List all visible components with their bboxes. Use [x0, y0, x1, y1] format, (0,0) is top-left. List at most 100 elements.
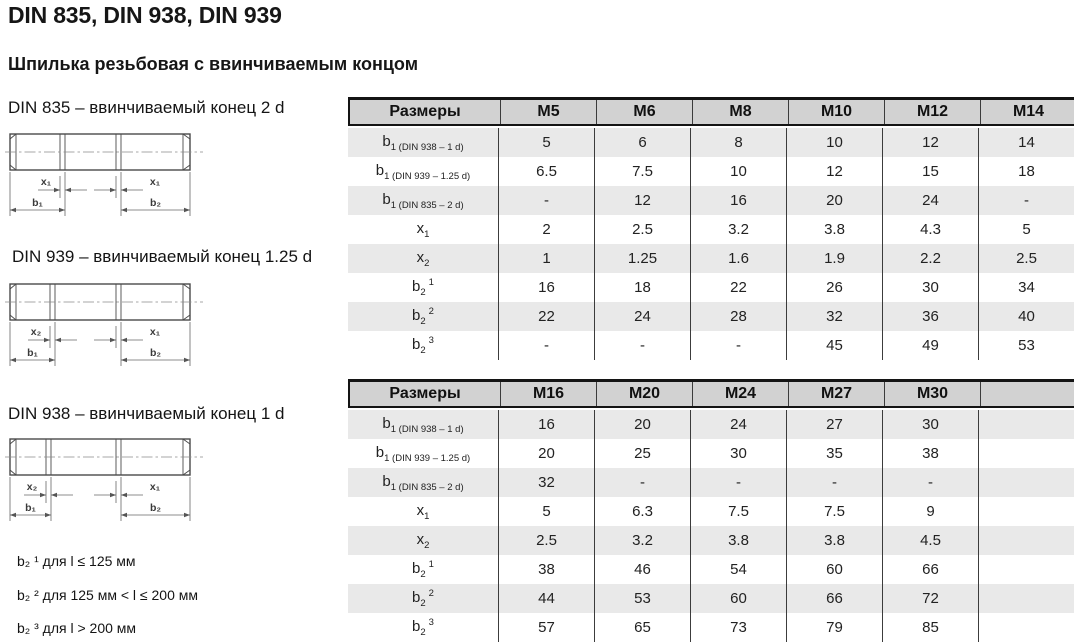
column-header: M20 [596, 382, 692, 406]
row-label-sub: 2 [420, 287, 426, 298]
cell-value: 79 [786, 613, 882, 642]
drawing-line [9, 469, 17, 476]
cell-value: 2.5 [498, 526, 594, 555]
cell-value: 1 [498, 244, 594, 273]
column-header: M14 [980, 100, 1074, 124]
cell-value: - [594, 331, 690, 360]
drawing-line [182, 469, 191, 476]
row-label-sup: 3 [428, 617, 434, 628]
row-label: x1 [348, 215, 498, 244]
row-label: x2 [348, 526, 498, 555]
cell-value: 30 [690, 439, 786, 468]
dimension-arrow [121, 492, 127, 498]
cell-value: 10 [786, 128, 882, 157]
cell-value: 12 [882, 128, 978, 157]
table-row: b23 57 65 73 79 85 [348, 613, 1074, 642]
cell-value: 53 [594, 584, 690, 613]
cell-value: 16 [690, 186, 786, 215]
column-header-sizes: Размеры [389, 385, 461, 402]
row-label-sub: 2 [420, 598, 426, 609]
column-header: M8 [692, 100, 788, 124]
cell-value [978, 468, 1074, 497]
row-label-sup: 2 [428, 306, 434, 317]
row-label-sub: 2 [424, 257, 430, 269]
row-label-base: b [375, 443, 385, 461]
row-label-base: b [412, 278, 421, 295]
dimension-label: x₁ [150, 176, 160, 188]
cell-value: 49 [882, 331, 978, 360]
cell-value: - [498, 186, 594, 215]
cell-value: 7.5 [594, 157, 690, 186]
cell-value: 40 [978, 302, 1074, 331]
cell-value: 65 [594, 613, 690, 642]
cell-value: 3.8 [786, 215, 882, 244]
dimension-arrow [110, 187, 116, 193]
dimension-arrow [44, 337, 50, 343]
table-row: b1 (DIN 835 – 2 d) -12 16 20 24- [348, 186, 1074, 215]
row-label-sub: 2 [424, 539, 430, 551]
row-label: b21 [348, 555, 498, 584]
row-label: b22 [348, 302, 498, 331]
cell-value: 24 [594, 302, 690, 331]
row-label-base: b [382, 414, 391, 432]
cell-value: 3.2 [594, 526, 690, 555]
cell-value: 3.2 [690, 215, 786, 244]
row-label-base: b [412, 618, 421, 635]
cell-value: 20 [786, 186, 882, 215]
dimension-arrow [184, 207, 190, 213]
cell-value: 60 [690, 584, 786, 613]
table-row: b1 (DIN 939 – 1.25 d) 20 25 30 35 38 [348, 439, 1074, 468]
row-label: b1 (DIN 939 – 1.25 d) [348, 157, 498, 186]
cell-value: 38 [498, 555, 594, 584]
cell-value: - [786, 468, 882, 497]
cell-value: 32 [786, 302, 882, 331]
dimension-arrow [49, 357, 55, 363]
table-header-row: Размеры M5 M6 M8 M10 M12 M14 [348, 97, 1074, 126]
dimension-arrow [45, 512, 51, 518]
cell-value: 3.8 [786, 526, 882, 555]
cell-value: 16 [498, 273, 594, 302]
footnote-b2-3: b₂ ³ для l > 200 мм [17, 620, 137, 636]
cell-value: 32 [498, 468, 594, 497]
cell-value: 6.5 [498, 157, 594, 186]
cell-value: 22 [690, 273, 786, 302]
dimension-arrow [55, 337, 61, 343]
dimension-arrow [184, 357, 190, 363]
cell-value: 27 [786, 410, 882, 439]
dimension-label: b₁ [27, 347, 38, 359]
cell-value: 66 [882, 555, 978, 584]
row-label-base: b [412, 560, 421, 577]
cell-value: 44 [498, 584, 594, 613]
cell-value [978, 497, 1074, 526]
cell-value: 60 [786, 555, 882, 584]
drawing-line [182, 314, 191, 321]
footnote-b2-2: b₂ ² для 125 мм < l ≤ 200 мм [17, 587, 198, 603]
dimension-arrow [121, 337, 127, 343]
cell-value: - [690, 468, 786, 497]
dimension-arrow [110, 337, 116, 343]
cell-value: 38 [882, 439, 978, 468]
row-label: b23 [348, 331, 498, 360]
cell-value: 16 [498, 410, 594, 439]
row-label-base: x [416, 501, 425, 519]
column-header-sizes: Размеры [389, 103, 461, 120]
cell-value: 7.5 [690, 497, 786, 526]
column-header: M12 [884, 100, 980, 124]
dimension-arrow [110, 492, 116, 498]
cell-value: 54 [690, 555, 786, 584]
cell-value [978, 555, 1074, 584]
table-row: b1 (DIN 938 – 1 d) 16 20 24 27 30 [348, 410, 1074, 439]
table-row: x1 5 6.3 7.5 7.5 9 [348, 497, 1074, 526]
cell-value: - [882, 468, 978, 497]
row-label-sub: 1 (DIN 939 – 1.25 d) [384, 452, 471, 464]
cell-value: - [594, 468, 690, 497]
dimension-label: x₁ [150, 481, 160, 493]
row-label-sub: 1 [424, 510, 430, 522]
row-label-sup: 1 [428, 277, 434, 288]
table-row: b23- - -45 49 53 [348, 331, 1074, 360]
cell-value: 6 [594, 128, 690, 157]
row-label-sub: 2 [420, 316, 426, 327]
cell-value: - [690, 331, 786, 360]
cell-value: 3.8 [690, 526, 786, 555]
